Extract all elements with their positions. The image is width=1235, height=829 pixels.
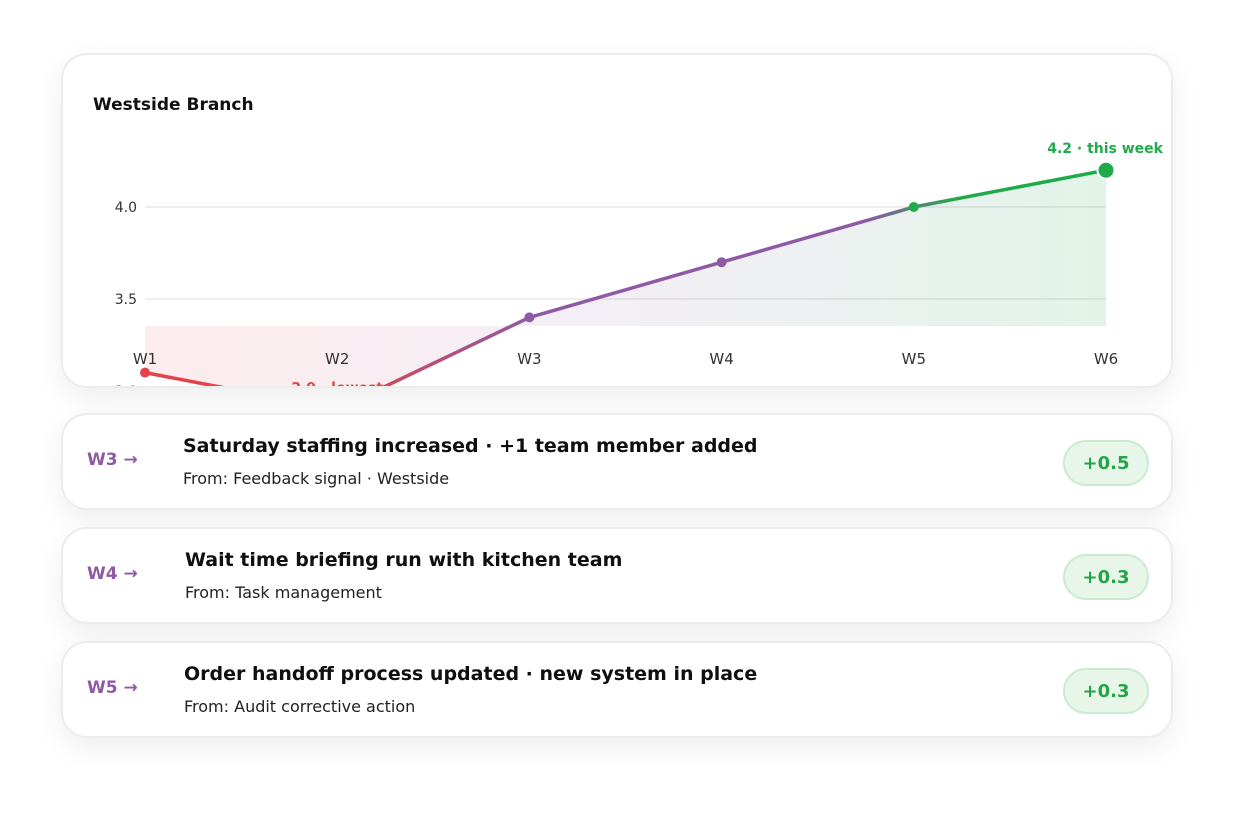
- data-point: [908, 202, 919, 212]
- event-title: Saturday staffing increased · +1 team me…: [183, 435, 758, 457]
- x-tick-label: W5: [902, 350, 926, 368]
- event-week-label: W5 →: [87, 678, 138, 698]
- chart-title: Westside Branch: [93, 95, 254, 115]
- data-label: 2.9 · lowest: [291, 380, 383, 386]
- delta-badge: +0.3: [1063, 668, 1149, 714]
- event-week-label: W3 →: [87, 450, 138, 470]
- event-card[interactable]: W5 → Order handoff process updated · new…: [61, 641, 1173, 738]
- line-chart: 3.0 3.5 4.0 2.9 · lowest 4.2 · this week W1 W2…: [115, 141, 1164, 386]
- y-tick-label: 4.0: [115, 200, 137, 216]
- event-title: Order handoff process updated · new syst…: [184, 663, 758, 685]
- y-tick-label: 3.0: [115, 384, 137, 386]
- event-source: From: Feedback signal · Westside: [183, 469, 450, 488]
- event-source: From: Task management: [185, 583, 382, 602]
- x-tick-label: W1: [133, 350, 157, 368]
- data-point: [1096, 160, 1116, 180]
- delta-badge: +0.3: [1063, 554, 1149, 600]
- data-point: [524, 312, 535, 323]
- delta-badge: +0.5: [1063, 440, 1149, 486]
- data-point: [140, 367, 150, 378]
- event-title: Wait time briefing run with kitchen team: [185, 549, 623, 571]
- data-label: 4.2 · this week: [1047, 141, 1163, 157]
- area-fill: [145, 170, 1106, 386]
- x-tick-label: W2: [325, 350, 349, 368]
- event-week-label: W4 →: [87, 564, 138, 584]
- x-tick-label: W3: [517, 350, 541, 368]
- x-tick-label: W6: [1094, 350, 1118, 368]
- x-tick-label: W4: [709, 350, 733, 368]
- chart-card: Westside Branch 3.0 3.5 4.0 2.9 · lowest 4.2…: [61, 53, 1173, 388]
- data-point: [716, 257, 727, 268]
- series-line: [143, 168, 1108, 386]
- y-tick-label: 3.5: [115, 292, 137, 308]
- event-source: From: Audit corrective action: [184, 697, 416, 716]
- event-card[interactable]: W4 → Wait time briefing run with kitchen…: [61, 527, 1173, 624]
- event-card[interactable]: W3 → Saturday staffing increased · +1 te…: [61, 413, 1173, 510]
